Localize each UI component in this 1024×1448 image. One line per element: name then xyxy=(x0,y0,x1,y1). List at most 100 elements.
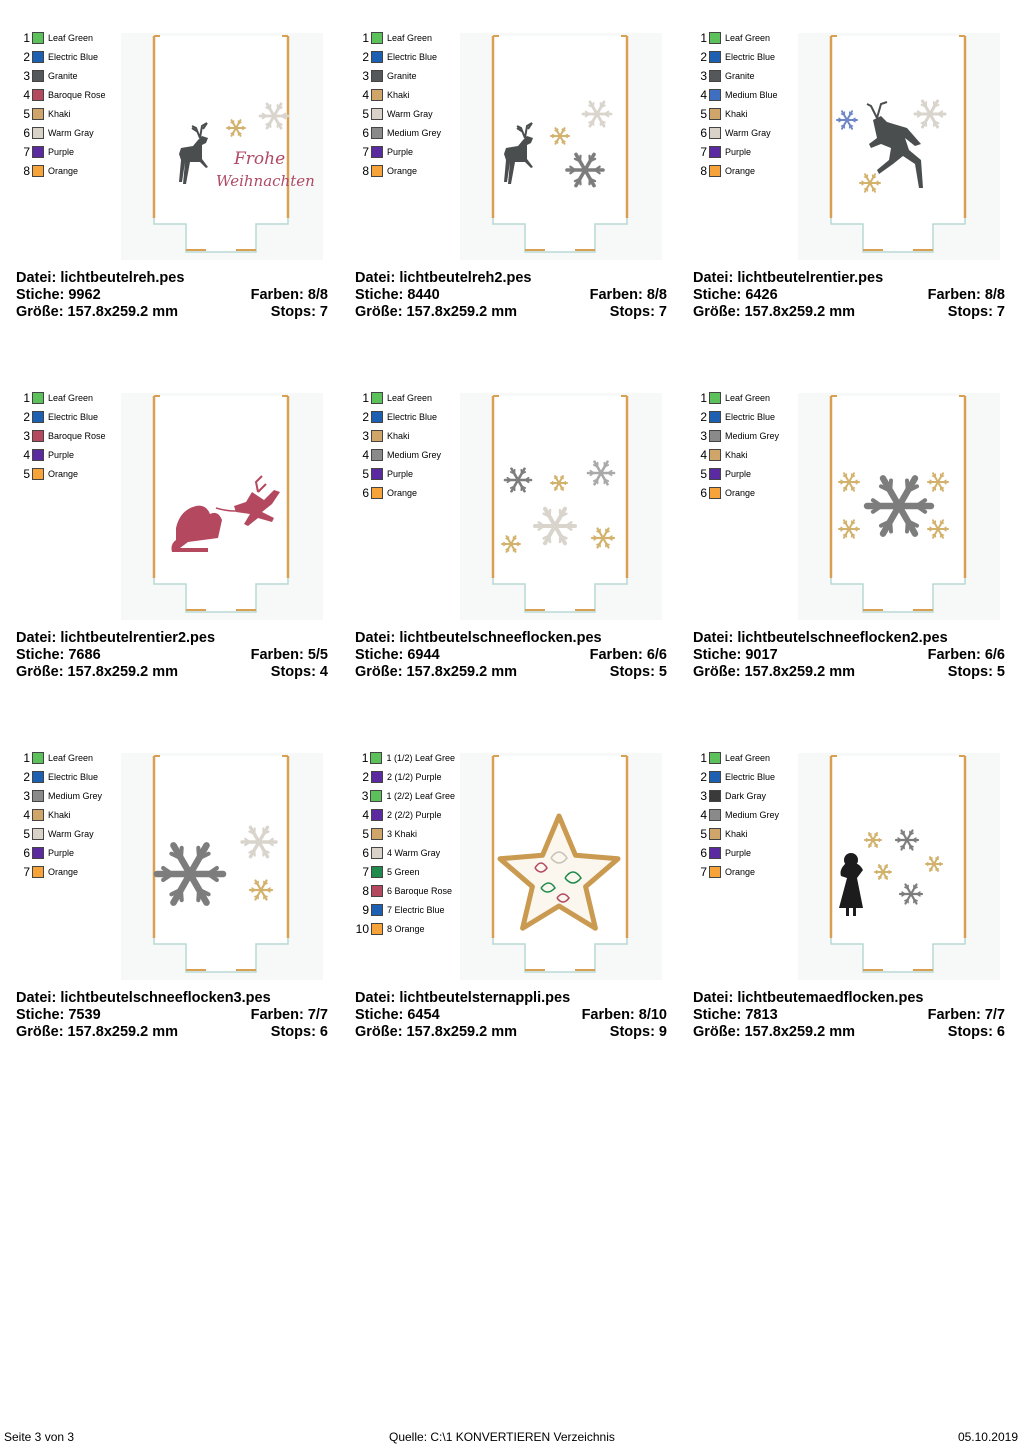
color-name: Orange xyxy=(48,866,79,877)
color-name: Leaf Green xyxy=(387,392,433,403)
palette-entry: 4 Medium Grey xyxy=(693,805,793,824)
color-palette: 1 Leaf Green 2 Electric Blue 3 Granite 4 Medium… xyxy=(693,28,793,180)
color-name: Medium Grey xyxy=(725,430,780,441)
color-swatch xyxy=(371,770,383,783)
snowflake-icon xyxy=(581,100,613,128)
palette-number: 6 xyxy=(362,845,369,860)
design-card: 1 Leaf Green 2 Electric Blue 3 Granite 4 Medium… xyxy=(693,28,1013,358)
color-swatch xyxy=(709,827,721,840)
design-size: Größe: 157.8x259.2 mm xyxy=(693,664,856,680)
palette-entry: 7 Purple xyxy=(355,142,455,161)
palette-entry: 5 Warm Gray xyxy=(355,104,455,123)
design-card: 1 Leaf Green 2 Electric Blue 3 Baroque Rose 4 P… xyxy=(16,388,336,718)
palette-number: 4 xyxy=(362,447,369,462)
palette-entry: 2 Electric Blue xyxy=(693,47,793,66)
color-swatch xyxy=(32,31,44,44)
color-swatch xyxy=(371,846,383,859)
color-swatch xyxy=(371,922,383,935)
palette-entry: 6 Warm Gray xyxy=(693,123,793,142)
design-card: 1 Leaf Green 2 Electric Blue 3 Medium Grey 4 Kh… xyxy=(16,748,336,1078)
palette-number: 3 xyxy=(700,788,707,803)
palette-entry: 8 Orange xyxy=(16,161,116,180)
color-count: Farben: 8/10 xyxy=(581,1007,667,1023)
color-swatch xyxy=(32,429,44,442)
color-swatch xyxy=(371,145,383,158)
color-name: Medium Grey xyxy=(48,790,103,801)
color-name: Khaki xyxy=(725,449,748,460)
color-name: Purple xyxy=(725,847,752,858)
color-name: Warm Gray xyxy=(387,108,433,119)
design-size: Größe: 157.8x259.2 mm xyxy=(693,1024,856,1040)
color-name: Electric Blue xyxy=(387,51,438,62)
file-name: Datei: lichtbeutelreh2.pes xyxy=(355,270,532,286)
color-count: Farben: 5/5 xyxy=(250,647,328,663)
motif-text-weihnachten: Weihnachten xyxy=(216,172,315,190)
color-count: Farben: 6/6 xyxy=(589,647,667,663)
bag-outline xyxy=(460,33,662,260)
file-name: Datei: lichtbeutelsternappli.pes xyxy=(355,990,571,1006)
palette-entry: 2 Electric Blue xyxy=(355,407,455,426)
palette-entry: 5 Khaki xyxy=(693,104,793,123)
color-name: Baroque Rose xyxy=(48,430,106,441)
reindeer-standing-icon xyxy=(504,122,533,184)
file-name: Datei: lichtbeutelschneeflocken.pes xyxy=(355,630,602,646)
palette-entry: 5 3 Khaki xyxy=(355,824,455,843)
palette-entry: 5 Purple xyxy=(693,464,793,483)
snowflake-icon xyxy=(894,829,920,851)
stitch-count: Stiche: 7686 xyxy=(16,647,101,663)
palette-entry: 2 Electric Blue xyxy=(16,767,116,786)
palette-number: 6 xyxy=(362,125,369,140)
palette-entry: 1 1 (1/2) Leaf Gree xyxy=(355,748,455,767)
palette-entry: 4 Baroque Rose xyxy=(16,85,116,104)
color-name: Orange xyxy=(387,165,418,176)
color-name: Khaki xyxy=(48,809,71,820)
girl-silhouette-icon xyxy=(839,853,863,916)
palette-number: 5 xyxy=(362,826,369,841)
color-swatch xyxy=(371,429,383,442)
palette-number: 2 xyxy=(23,409,30,424)
snowflake-icon xyxy=(501,535,521,553)
color-name: Purple xyxy=(387,146,414,157)
palette-entry: 6 Orange xyxy=(693,483,793,502)
color-swatch xyxy=(371,467,383,480)
palette-entry: 4 Khaki xyxy=(355,85,455,104)
palette-entry: 6 Purple xyxy=(693,843,793,862)
stitch-count: Stiche: 9017 xyxy=(693,647,778,663)
color-name: Orange xyxy=(387,487,418,498)
palette-entry: 7 Orange xyxy=(16,862,116,881)
palette-number: 8 xyxy=(700,163,707,178)
color-palette: 1 Leaf Green 2 Electric Blue 3 Khaki 4 Medium G… xyxy=(355,388,455,502)
design-preview: Frohe Weihnachten xyxy=(121,33,323,260)
color-count: Farben: 8/8 xyxy=(589,287,667,303)
color-swatch xyxy=(32,770,44,783)
color-swatch xyxy=(32,751,44,764)
color-palette: 1 Leaf Green 2 Electric Blue 3 Granite 4 Khaki 5… xyxy=(355,28,455,180)
snowflake-icon xyxy=(863,475,935,537)
color-swatch xyxy=(709,145,721,158)
palette-entry: 4 Medium Grey xyxy=(355,445,455,464)
palette-number: 7 xyxy=(362,144,369,159)
color-name: 2 (1/2) Purple xyxy=(387,771,442,782)
palette-entry: 6 Medium Grey xyxy=(355,123,455,142)
palette-number: 5 xyxy=(362,106,369,121)
palette-number: 2 xyxy=(362,409,369,424)
file-name: Datei: lichtbeutelrentier2.pes xyxy=(16,630,216,646)
color-name: Electric Blue xyxy=(725,411,776,422)
palette-number: 1 xyxy=(23,30,30,45)
color-swatch xyxy=(371,903,383,916)
palette-number: 3 xyxy=(700,428,707,443)
snowflake-icon xyxy=(927,472,949,492)
color-swatch xyxy=(709,808,721,821)
color-name: Electric Blue xyxy=(725,51,776,62)
color-count: Farben: 7/7 xyxy=(927,1007,1005,1023)
palette-number: 2 xyxy=(23,49,30,64)
color-swatch xyxy=(371,486,383,499)
palette-number: 7 xyxy=(23,864,30,879)
color-swatch xyxy=(32,164,44,177)
palette-number: 2 xyxy=(700,769,707,784)
color-name: Leaf Green xyxy=(387,32,433,43)
snowflake-icon xyxy=(153,842,227,906)
color-swatch xyxy=(371,126,383,139)
palette-entry: 3 Granite xyxy=(16,66,116,85)
color-name: Electric Blue xyxy=(48,771,99,782)
